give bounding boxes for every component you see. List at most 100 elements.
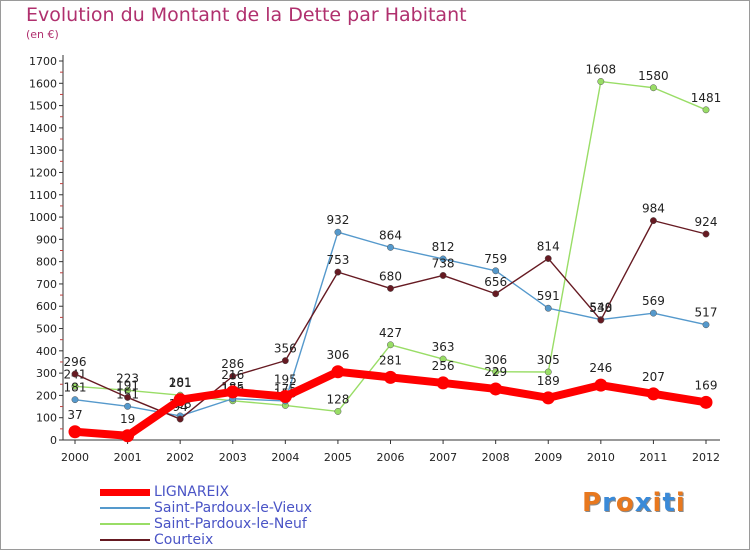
data-point-lignareix <box>594 378 608 392</box>
data-label-lignareix: 216 <box>221 368 244 382</box>
data-point-saint-pardoux-le-vieux <box>387 243 394 251</box>
y-tick-label: 900 <box>36 233 57 246</box>
data-label-lignareix: 229 <box>484 365 507 379</box>
data-point-lignareix <box>489 382 503 396</box>
data-point-saint-pardoux-le-neuf <box>649 84 657 92</box>
legend-swatch <box>100 507 150 509</box>
x-tick-label: 2011 <box>639 451 667 464</box>
data-label-courteix: 538 <box>589 301 612 315</box>
data-point-saint-pardoux-le-neuf <box>334 408 342 415</box>
data-label-saint-pardoux-le-vieux: 759 <box>484 252 507 266</box>
x-tick-label: 2000 <box>61 451 89 464</box>
data-point-lignareix <box>121 429 135 443</box>
y-tick-label: 1400 <box>29 122 57 135</box>
data-point-lignareix <box>646 387 660 401</box>
data-point-lignareix <box>541 391 555 405</box>
data-label-lignareix: 256 <box>432 359 455 373</box>
data-label-saint-pardoux-le-neuf: 223 <box>116 371 139 385</box>
data-label-lignareix: 246 <box>589 361 612 375</box>
data-point-courteix <box>176 415 184 423</box>
data-point-saint-pardoux-le-vieux <box>649 309 657 317</box>
data-label-lignareix: 19 <box>120 412 135 426</box>
data-point-saint-pardoux-le-neuf <box>439 355 447 363</box>
data-point-lignareix <box>384 370 397 384</box>
data-label-lignareix: 189 <box>537 374 560 388</box>
chart-title: Evolution du Montant de la Dette par Hab… <box>26 4 467 26</box>
data-point-saint-pardoux-le-vieux <box>439 255 447 263</box>
data-point-saint-pardoux-le-vieux <box>334 228 342 236</box>
data-point-saint-pardoux-le-vieux <box>702 321 710 329</box>
data-point-lignareix <box>173 393 187 407</box>
data-point-courteix <box>124 393 132 401</box>
y-tick-label: 1500 <box>29 100 57 113</box>
data-point-saint-pardoux-le-neuf <box>124 386 132 394</box>
data-label-courteix: 191 <box>116 378 139 392</box>
data-label-courteix: 924 <box>695 215 718 229</box>
data-label-saint-pardoux-le-vieux: 517 <box>695 306 718 320</box>
logo-letter: i <box>675 488 686 518</box>
y-tick-label: 400 <box>36 345 57 358</box>
x-tick-label: 2007 <box>429 451 457 464</box>
data-point-saint-pardoux-le-neuf <box>492 368 500 376</box>
logo-letter: r <box>602 488 616 518</box>
data-point-courteix <box>439 272 447 279</box>
data-label-courteix: 814 <box>537 240 560 254</box>
data-label-courteix: 680 <box>379 269 402 283</box>
chart-subtitle: (en €) <box>26 28 59 41</box>
data-point-lignareix <box>68 425 82 439</box>
x-tick-label: 2009 <box>534 451 562 464</box>
data-point-courteix <box>544 255 552 262</box>
data-label-saint-pardoux-le-vieux: 591 <box>537 289 560 303</box>
y-tick-label: 600 <box>36 300 57 313</box>
legend-label: Saint-Pardoux-le-Neuf <box>154 516 307 532</box>
data-label-saint-pardoux-le-neuf: 1580 <box>638 69 669 83</box>
data-point-courteix <box>597 316 605 324</box>
data-label-courteix: 753 <box>326 253 349 267</box>
data-label-saint-pardoux-le-vieux: 569 <box>642 294 665 308</box>
data-point-courteix <box>334 268 342 276</box>
data-label-saint-pardoux-le-vieux: 540 <box>589 301 612 315</box>
y-tick-label: 1700 <box>29 55 57 68</box>
legend-swatch <box>100 489 150 496</box>
data-label-courteix: 738 <box>432 256 455 270</box>
logo-letter: P <box>582 488 603 518</box>
x-tick-label: 2003 <box>219 451 247 464</box>
data-label-courteix: 356 <box>274 342 297 356</box>
data-point-saint-pardoux-le-vieux <box>71 396 79 404</box>
legend-label: Courteix <box>154 532 214 548</box>
y-tick-label: 1300 <box>29 144 57 157</box>
data-label-lignareix: 281 <box>379 353 402 367</box>
data-point-lignareix <box>331 365 345 379</box>
data-label-lignareix: 195 <box>274 373 297 387</box>
data-point-saint-pardoux-le-vieux <box>124 402 132 410</box>
data-label-saint-pardoux-le-neuf: 305 <box>537 353 560 367</box>
y-tick-label: 1000 <box>29 211 57 224</box>
data-point-courteix <box>649 217 657 225</box>
y-tick-label: 1200 <box>29 166 57 179</box>
x-tick-label: 2010 <box>587 451 615 464</box>
x-tick-label: 2006 <box>377 451 405 464</box>
data-label-courteix: 984 <box>642 202 665 216</box>
logo-letter: t <box>662 488 676 518</box>
x-tick-label: 2004 <box>271 451 299 464</box>
data-label-lignareix: 306 <box>326 348 349 362</box>
data-label-lignareix: 169 <box>695 378 718 392</box>
x-tick-label: 2001 <box>114 451 142 464</box>
y-tick-label: 1600 <box>29 77 57 90</box>
data-label-saint-pardoux-le-vieux: 812 <box>432 240 455 254</box>
data-label-saint-pardoux-le-vieux: 932 <box>326 213 349 227</box>
data-label-courteix: 656 <box>484 275 507 289</box>
data-label-saint-pardoux-le-vieux: 181 <box>64 381 87 395</box>
y-tick-label: 1100 <box>29 189 57 202</box>
data-point-saint-pardoux-le-vieux <box>544 304 552 312</box>
data-point-lignareix <box>436 376 450 390</box>
legend-label: Saint-Pardoux-le-Vieux <box>154 500 312 516</box>
data-point-saint-pardoux-le-neuf <box>544 368 552 376</box>
logo-letter: o <box>615 488 635 518</box>
data-point-courteix <box>492 290 500 298</box>
x-tick-label: 2002 <box>166 451 194 464</box>
y-tick-label: 0 <box>50 434 57 447</box>
data-point-courteix <box>387 284 394 292</box>
data-label-saint-pardoux-le-vieux: 864 <box>379 228 402 242</box>
y-tick-label: 800 <box>36 256 57 269</box>
